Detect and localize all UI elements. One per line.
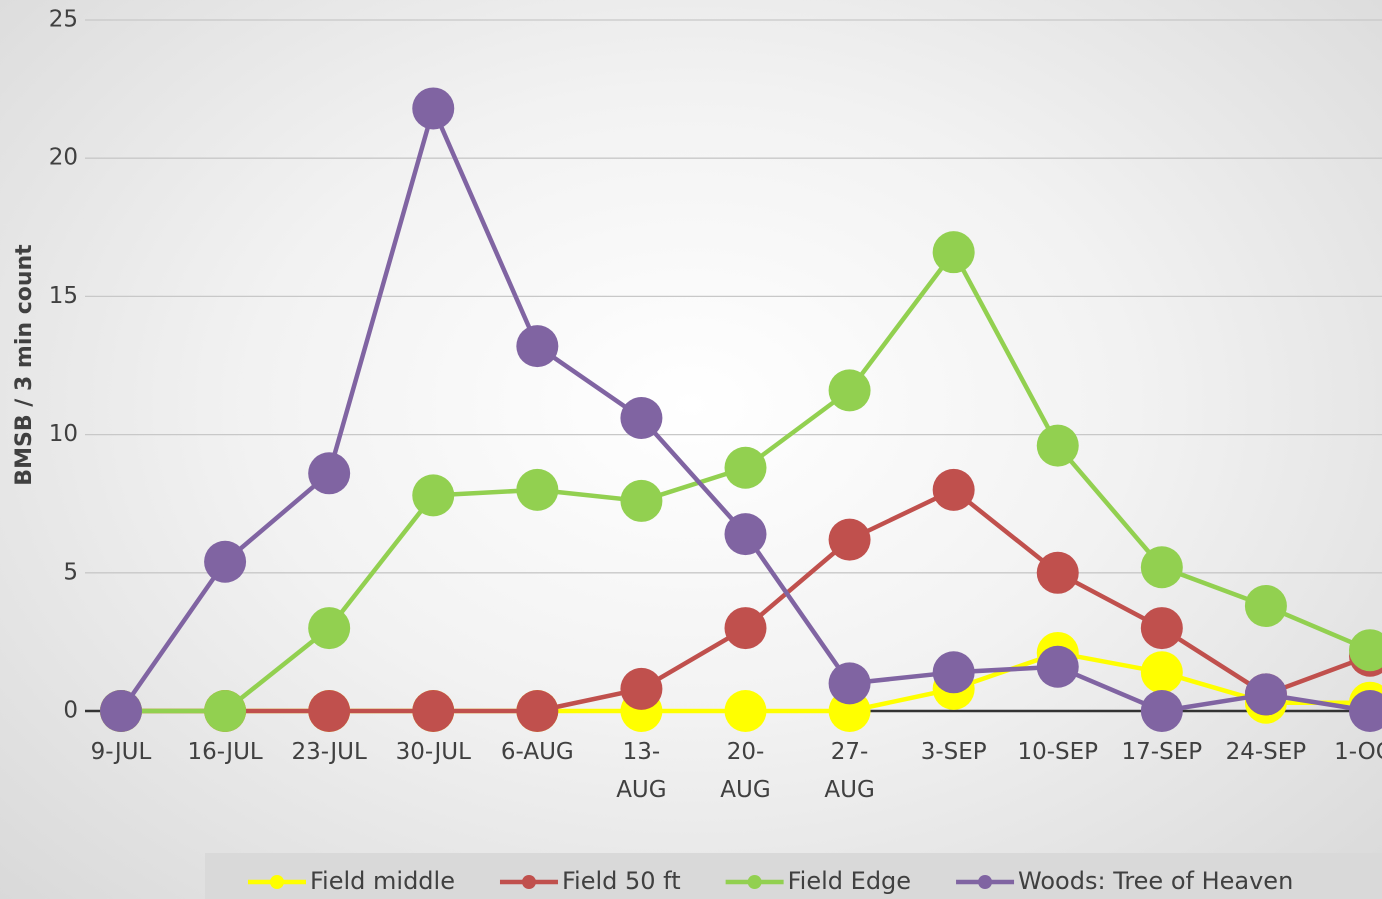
- x-tick-label: 9-JUL: [90, 739, 152, 765]
- legend-label: Field 50 ft: [562, 867, 681, 895]
- x-tick-label: 27- AUG: [824, 739, 875, 803]
- point: [724, 513, 767, 556]
- point: [1349, 690, 1382, 732]
- point: [1244, 673, 1287, 716]
- point: [724, 446, 767, 489]
- point: [1140, 546, 1183, 589]
- point: [516, 468, 559, 511]
- point: [204, 540, 247, 583]
- point: [828, 518, 871, 561]
- x-tick-label: 24-SEP: [1225, 739, 1307, 765]
- point: [1036, 645, 1079, 688]
- point: [204, 690, 247, 732]
- point: [932, 468, 975, 511]
- point: [1036, 424, 1079, 467]
- x-tick-label: 1-OCT: [1334, 739, 1382, 765]
- y-tick-label: 0: [63, 698, 78, 724]
- x-tick-label: 16-JUL: [187, 739, 263, 765]
- point: [828, 662, 871, 705]
- x-tick-label: 20- AUG: [720, 739, 771, 803]
- point: [412, 87, 455, 130]
- point: [1140, 607, 1183, 650]
- legend-marker: [978, 875, 993, 889]
- point: [516, 325, 559, 368]
- point: [308, 452, 351, 495]
- y-tick-label: 5: [63, 559, 78, 585]
- point: [100, 690, 142, 732]
- y-tick-label: 15: [49, 283, 78, 309]
- point: [308, 607, 351, 650]
- point: [308, 690, 351, 732]
- legend-marker: [270, 875, 284, 889]
- point: [1349, 629, 1382, 672]
- point: [724, 690, 767, 732]
- x-tick-label: 6-AUG: [500, 739, 574, 765]
- point: [412, 690, 455, 732]
- point: [1140, 651, 1183, 694]
- x-tick-label: 23-JUL: [291, 739, 367, 765]
- legend-marker: [747, 875, 762, 889]
- x-tick-label: 17-SEP: [1121, 739, 1203, 765]
- legend-marker: [521, 875, 536, 889]
- x-tick-label: 13- AUG: [616, 739, 667, 803]
- point: [620, 479, 663, 522]
- point: [724, 607, 767, 650]
- x-tick-label: 3-SEP: [920, 739, 987, 765]
- point: [1036, 551, 1079, 594]
- point: [1140, 690, 1183, 732]
- point: [412, 474, 455, 517]
- point: [620, 667, 663, 710]
- x-tick-label: 10-SEP: [1017, 739, 1099, 765]
- series: [100, 87, 1382, 732]
- y-tick-label: 20: [49, 145, 78, 171]
- y-tick-label: 10: [49, 421, 78, 447]
- legend-label: Field middle: [310, 867, 455, 895]
- point: [1244, 584, 1287, 627]
- point: [620, 397, 663, 440]
- point: [932, 231, 975, 274]
- point: [516, 690, 559, 732]
- legend-label: Woods: Tree of Heaven: [1018, 867, 1293, 895]
- legend-label: Field Edge: [788, 867, 911, 895]
- y-axis-label: BMSB / 3 min count: [12, 244, 37, 486]
- x-tick-label: 30-JUL: [395, 739, 471, 765]
- legend-box: [205, 853, 1382, 899]
- point: [932, 651, 975, 694]
- series: [100, 231, 1382, 732]
- legend: Field middle Field 50 ft Field Edge Woods: …: [205, 853, 1382, 899]
- y-tick-label: 25: [49, 7, 78, 33]
- point: [828, 369, 871, 412]
